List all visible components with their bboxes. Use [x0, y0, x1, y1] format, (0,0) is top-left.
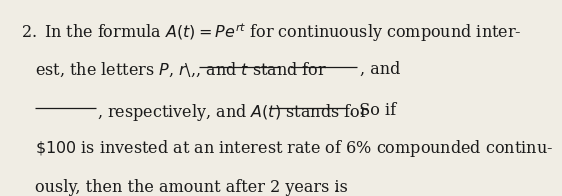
Text: est, the letters $P$, $r$\,, and $t$ stand for: est, the letters $P$, $r$\,, and $t$ sta…	[35, 61, 327, 79]
Text: .: .	[333, 179, 339, 196]
Text: $\$100$ is invested at an interest rate of 6% compounded continu-: $\$100$ is invested at an interest rate …	[35, 138, 553, 159]
Text: , respectively, and $A(t)$ stands for: , respectively, and $A(t)$ stands for	[97, 102, 369, 123]
Text: , and: , and	[360, 61, 401, 78]
Text: ously, then the amount after 2 years is: ously, then the amount after 2 years is	[35, 179, 347, 196]
Text: 2.$\enspace$In the formula $A(t) = Pe^{rt}$ for continuously compound inter-: 2.$\enspace$In the formula $A(t) = Pe^{r…	[21, 22, 522, 44]
Text: . So if: . So if	[348, 102, 396, 119]
